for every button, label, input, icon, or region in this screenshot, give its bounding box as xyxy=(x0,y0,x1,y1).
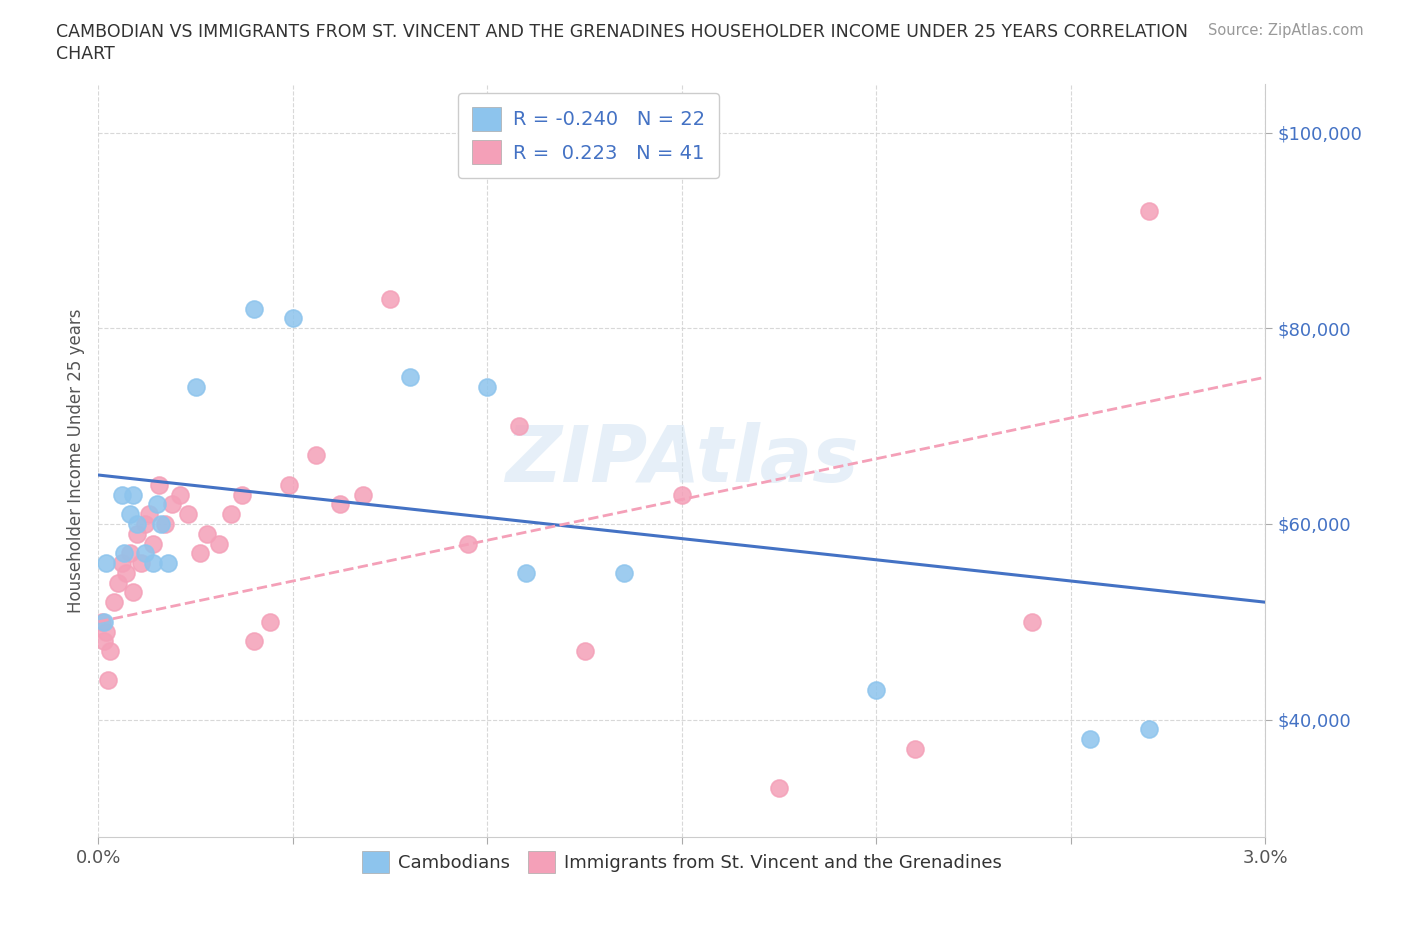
Point xyxy=(613,565,636,580)
Point xyxy=(138,507,160,522)
Point xyxy=(96,624,118,639)
Point xyxy=(129,555,152,570)
Point xyxy=(112,546,135,561)
Point xyxy=(91,615,114,630)
Text: CAMBODIAN VS IMMIGRANTS FROM ST. VINCENT AND THE GRENADINES HOUSEHOLDER INCOME U: CAMBODIAN VS IMMIGRANTS FROM ST. VINCENT… xyxy=(56,23,1188,41)
Point xyxy=(142,536,165,551)
Point xyxy=(122,487,145,502)
Point xyxy=(259,615,281,630)
Point xyxy=(169,487,191,502)
Point xyxy=(157,555,180,570)
Point xyxy=(184,379,207,394)
Point xyxy=(149,516,172,531)
Point xyxy=(1080,732,1102,747)
Point xyxy=(127,526,149,541)
Point xyxy=(671,487,693,502)
Point xyxy=(93,634,115,649)
Point xyxy=(305,448,328,463)
Point xyxy=(768,780,790,795)
Point xyxy=(162,497,184,512)
Point xyxy=(114,565,136,580)
Point xyxy=(111,555,134,570)
Point xyxy=(142,555,165,570)
Point xyxy=(352,487,374,502)
Point xyxy=(146,497,169,512)
Text: CHART: CHART xyxy=(56,45,115,62)
Point xyxy=(243,634,266,649)
Point xyxy=(96,555,118,570)
Point xyxy=(574,644,596,658)
Point xyxy=(103,595,125,610)
Point xyxy=(188,546,211,561)
Point xyxy=(380,291,402,306)
Point xyxy=(118,546,141,561)
Point xyxy=(177,507,200,522)
Point xyxy=(278,477,301,492)
Point xyxy=(1137,722,1160,737)
Legend: Cambodians, Immigrants from St. Vincent and the Grenadines: Cambodians, Immigrants from St. Vincent … xyxy=(354,844,1010,881)
Text: ZIPAtlas: ZIPAtlas xyxy=(505,422,859,498)
Text: Source: ZipAtlas.com: Source: ZipAtlas.com xyxy=(1208,23,1364,38)
Point xyxy=(97,673,120,688)
Y-axis label: Householder Income Under 25 years: Householder Income Under 25 years xyxy=(66,308,84,613)
Point xyxy=(208,536,231,551)
Point xyxy=(904,741,927,756)
Point xyxy=(243,301,266,316)
Point xyxy=(134,516,156,531)
Point xyxy=(457,536,479,551)
Point xyxy=(1137,204,1160,219)
Point xyxy=(118,507,141,522)
Point xyxy=(153,516,176,531)
Point xyxy=(508,418,530,433)
Point xyxy=(1021,615,1043,630)
Point xyxy=(477,379,499,394)
Point xyxy=(127,516,149,531)
Point xyxy=(219,507,242,522)
Point xyxy=(398,370,420,385)
Point xyxy=(122,585,145,600)
Point xyxy=(111,487,134,502)
Point xyxy=(329,497,352,512)
Point xyxy=(195,526,218,541)
Point xyxy=(148,477,170,492)
Point xyxy=(281,311,304,325)
Point xyxy=(231,487,253,502)
Point xyxy=(515,565,537,580)
Point xyxy=(93,615,115,630)
Point xyxy=(134,546,156,561)
Point xyxy=(865,683,887,698)
Point xyxy=(107,575,129,590)
Point xyxy=(98,644,121,658)
